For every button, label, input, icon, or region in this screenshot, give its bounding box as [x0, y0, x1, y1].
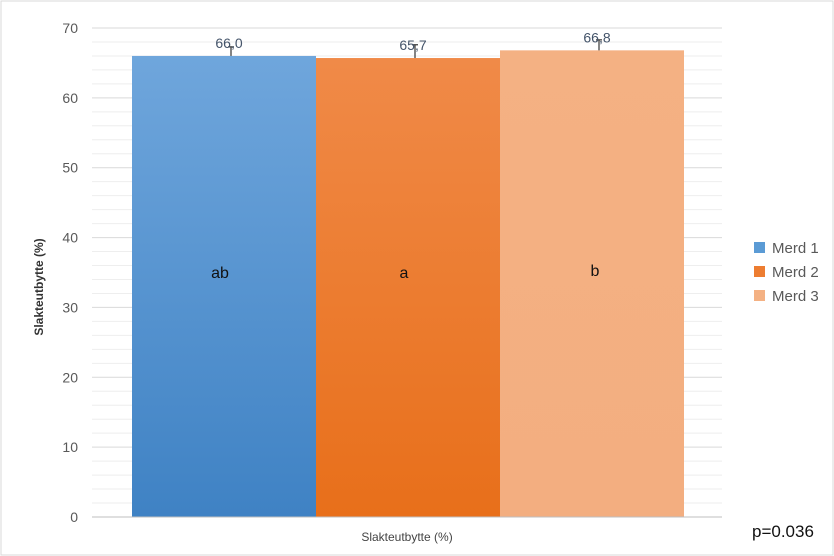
y-tick-label: 20 — [62, 369, 78, 385]
y-tick-label: 10 — [62, 439, 78, 455]
legend-label: Merd 1 — [772, 240, 819, 257]
y-tick-label: 30 — [62, 299, 78, 315]
data-label: 66,8 — [583, 29, 610, 45]
y-tick-label: 40 — [62, 230, 78, 246]
legend-swatch — [754, 290, 765, 301]
bar-merd-3 — [500, 50, 684, 518]
y-tick-label: 60 — [62, 90, 78, 106]
y-axis-ticks: 0 10 20 30 40 50 60 70 — [62, 20, 78, 525]
legend-label: Merd 2 — [772, 264, 819, 281]
group-letter: ab — [211, 265, 229, 282]
data-label: 65,7 — [399, 37, 426, 53]
p-value-note: p=0.036 — [752, 522, 814, 541]
legend-label: Merd 3 — [772, 288, 819, 305]
bar-merd-2 — [316, 58, 500, 517]
legend: Merd 1 Merd 2 Merd 3 — [754, 240, 819, 305]
x-axis-label: Slakteutbytte (%) — [361, 530, 452, 544]
data-label: 66,0 — [215, 35, 242, 51]
y-tick-label: 0 — [70, 509, 78, 525]
bar-merd-1 — [132, 55, 316, 517]
y-tick-label: 70 — [62, 20, 78, 36]
y-axis-label: Slakteutbytte (%) — [32, 238, 46, 335]
y-tick-label: 50 — [62, 160, 78, 176]
group-letter: b — [591, 263, 600, 280]
bars: 66,0 ab 65,7 a 66,8 b — [132, 29, 684, 518]
group-letter: a — [400, 265, 409, 282]
legend-swatch — [754, 266, 765, 277]
legend-swatch — [754, 242, 765, 253]
